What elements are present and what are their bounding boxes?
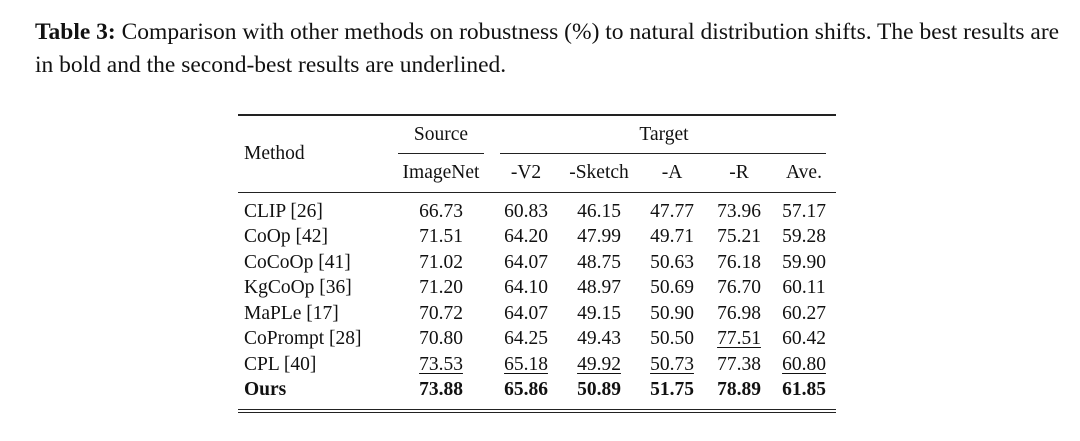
value-cell: 77.38: [717, 353, 761, 375]
value-cell: 71.02: [419, 251, 463, 273]
results-table: Method Source Target ImageNet -V2 -Sketch -…: [238, 114, 836, 413]
value-cell: 71.51: [419, 226, 463, 248]
caption-label: Table 3:: [35, 19, 116, 45]
value-cell: 64.20: [504, 226, 548, 248]
value-cell: 57.17: [782, 200, 826, 222]
value-cell: 46.15: [577, 200, 621, 222]
value-cell: 50.50: [650, 328, 694, 350]
value-cell: 64.10: [504, 277, 548, 299]
value-cell: 65.18: [504, 353, 548, 375]
value-cell: 70.72: [419, 302, 463, 324]
value-cell: 47.77: [650, 200, 694, 222]
value-cell: 64.25: [504, 328, 548, 350]
value-cell: 50.73: [650, 353, 694, 375]
value-cell: 61.85: [782, 379, 826, 401]
header-source: Source: [390, 115, 492, 154]
value-cell: 48.75: [577, 251, 621, 273]
value-cell: 71.20: [419, 277, 463, 299]
column-header: -R: [729, 162, 749, 183]
method-cell: CPL [40]: [244, 353, 317, 375]
method-cell: Ours: [238, 377, 390, 413]
value-cell: 77.51: [717, 328, 761, 350]
method-cell: CLIP [26]: [238, 192, 390, 225]
method-cell: CoPrompt [28]: [244, 328, 362, 350]
column-header: -A: [661, 162, 683, 183]
value-cell: 59.28: [782, 226, 826, 248]
value-cell: 51.75: [650, 379, 694, 401]
table-caption: Table 3: Comparison with other methods o…: [35, 16, 1065, 82]
value-cell: 76.18: [717, 251, 761, 273]
value-cell: 70.80: [419, 328, 463, 350]
method-cell: KgCoOp [36]: [244, 277, 352, 299]
value-cell: 47.99: [577, 226, 621, 248]
value-cell: 64.07: [504, 251, 548, 273]
value-cell: 50.69: [650, 277, 694, 299]
table-row: MaPLe [17] 70.72 64.07 49.15 50.90 76.98 60.27: [238, 301, 836, 327]
method-cell: MaPLe [17]: [244, 302, 339, 324]
value-cell: 65.86: [504, 379, 548, 401]
value-cell: 76.98: [717, 302, 761, 324]
value-cell: 78.89: [717, 379, 761, 401]
table-row: Ours 73.88 65.86 50.89 51.75 78.89 61.85: [238, 377, 836, 413]
value-cell: 48.97: [577, 277, 621, 299]
value-cell: 50.89: [577, 379, 621, 401]
value-cell: 60.83: [504, 200, 548, 222]
value-cell: 49.71: [650, 226, 694, 248]
table-row: CPL [40] 73.53 65.18 49.92 50.73 77.38 60.80: [238, 352, 836, 378]
header-target: Target: [492, 115, 836, 154]
value-cell: 73.96: [717, 200, 761, 222]
value-cell: 60.80: [782, 353, 826, 375]
value-cell: 60.27: [782, 302, 826, 324]
column-header: ImageNet: [402, 162, 480, 183]
method-cell: CoCoOp [41]: [244, 251, 351, 273]
value-cell: 49.43: [577, 328, 621, 350]
caption-text: Comparison with other methods on robustn…: [35, 19, 1060, 78]
value-cell: 49.92: [577, 353, 621, 375]
table-row: CoPrompt [28] 70.80 64.25 49.43 50.50 77.51 60…: [238, 327, 836, 353]
value-cell: 73.88: [419, 379, 463, 401]
value-cell: 50.63: [650, 251, 694, 273]
table-row: CoCoOp [41] 71.02 64.07 48.75 50.63 76.18 59.9…: [238, 250, 836, 276]
table-row: KgCoOp [36] 71.20 64.10 48.97 50.69 76.70 60.1…: [238, 276, 836, 302]
header-method: Method: [244, 143, 305, 164]
table-row: CoOp [42] 71.51 64.20 47.99 49.71 75.21 59.28: [238, 225, 836, 251]
column-header: Ave.: [786, 162, 822, 183]
value-cell: 50.90: [650, 302, 694, 324]
value-cell: 64.07: [504, 302, 548, 324]
method-cell: CoOp [42]: [244, 226, 328, 248]
value-cell: 59.90: [782, 251, 826, 273]
table-row: CLIP [26] 66.73 60.83 46.15 47.77 73.96 57.17: [238, 192, 836, 225]
value-cell: 73.53: [419, 353, 463, 375]
column-header: -Sketch: [569, 162, 629, 183]
value-cell: 75.21: [717, 226, 761, 248]
value-cell: 76.70: [717, 277, 761, 299]
value-cell: 60.11: [782, 277, 826, 299]
column-header: -V2: [510, 162, 542, 183]
value-cell: 60.42: [782, 328, 826, 350]
value-cell: 49.15: [577, 302, 621, 324]
value-cell: 66.73: [419, 200, 463, 222]
